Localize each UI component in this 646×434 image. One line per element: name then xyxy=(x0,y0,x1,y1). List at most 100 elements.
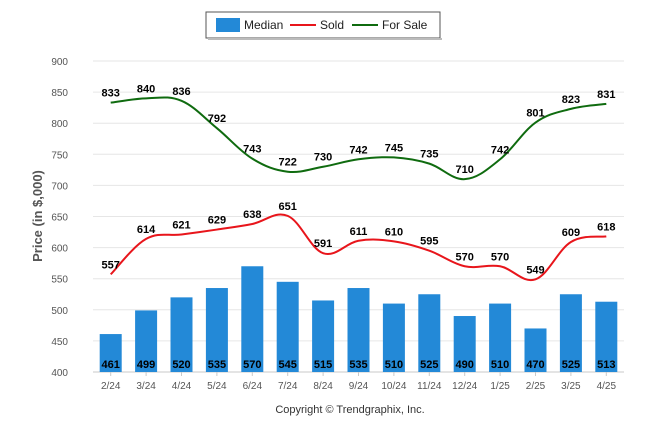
median-bar-label: 520 xyxy=(172,359,190,371)
x-tick-label: 2/25 xyxy=(526,381,546,392)
for-sale-data-label: 801 xyxy=(526,108,544,120)
y-tick-label: 600 xyxy=(51,244,68,255)
series-lines xyxy=(109,96,607,282)
median-bar xyxy=(382,303,405,372)
y-axis-title: Price (in $,000) xyxy=(30,170,45,262)
sold-data-label: 651 xyxy=(279,201,297,213)
y-tick-label: 550 xyxy=(51,275,68,286)
sold-data-label: 609 xyxy=(562,227,580,239)
data-labels: 461 499 520 535 570 545 515 535 510 525 490 510 470 5… xyxy=(102,83,616,371)
median-bar-label: 499 xyxy=(137,359,155,371)
y-tick-label: 450 xyxy=(51,337,68,348)
x-tick-label: 8/24 xyxy=(313,381,333,392)
median-bar xyxy=(489,303,512,372)
legend-label-sold: Sold xyxy=(320,18,344,32)
for-sale-data-label: 710 xyxy=(456,164,474,176)
y-tick-label: 800 xyxy=(51,119,68,130)
sold-data-label: 610 xyxy=(385,226,403,238)
median-bar xyxy=(347,288,370,372)
for-sale-data-label: 823 xyxy=(562,94,580,106)
median-bar xyxy=(453,316,476,372)
y-tick-label: 900 xyxy=(51,57,68,68)
median-bar xyxy=(524,328,547,372)
y-tick-label: 650 xyxy=(51,213,68,224)
sold-data-label: 591 xyxy=(314,238,332,250)
for-sale-data-label: 831 xyxy=(597,89,615,101)
median-bar-label: 470 xyxy=(526,359,544,371)
x-tick-label: 11/24 xyxy=(417,381,442,392)
for-sale-data-label: 742 xyxy=(491,144,509,156)
median-bar-label: 535 xyxy=(349,359,367,371)
median-bar-label: 513 xyxy=(597,359,615,371)
sold-line xyxy=(109,213,607,282)
x-tick-label: 1/25 xyxy=(490,381,510,392)
median-bar-label: 510 xyxy=(491,359,509,371)
x-tick-label: 9/24 xyxy=(349,381,369,392)
median-bar xyxy=(205,288,228,372)
median-bar-label: 570 xyxy=(243,359,261,371)
legend: Median Sold For Sale xyxy=(205,11,442,40)
sold-data-label: 621 xyxy=(172,220,190,232)
median-bar xyxy=(418,294,441,372)
y-tick-label: 750 xyxy=(51,150,68,161)
median-bar-label: 535 xyxy=(208,359,226,371)
x-tick-label: 5/24 xyxy=(207,381,227,392)
median-bar xyxy=(559,294,582,372)
median-bar-label: 545 xyxy=(279,359,297,371)
x-tick-label: 2/24 xyxy=(101,381,121,392)
x-axis-ticks: 2/24 3/24 4/24 5/24 6/24 7/24 8/24 9/24 10/24 11/… xyxy=(101,372,617,392)
median-bar-label: 525 xyxy=(420,359,438,371)
legend-label-median: Median xyxy=(244,18,283,32)
sold-data-label: 557 xyxy=(102,259,120,271)
y-tick-label: 400 xyxy=(51,368,68,379)
sold-data-label: 638 xyxy=(243,209,261,221)
x-tick-label: 3/24 xyxy=(136,381,156,392)
legend-label-for-sale: For Sale xyxy=(382,18,428,32)
for-sale-data-label: 745 xyxy=(385,142,403,154)
for-sale-data-label: 792 xyxy=(208,113,226,125)
x-tick-label: 12/24 xyxy=(452,381,477,392)
sold-data-label: 595 xyxy=(420,236,438,248)
median-bar xyxy=(170,297,193,372)
sold-data-label: 570 xyxy=(491,251,509,263)
sold-data-label: 629 xyxy=(208,215,226,227)
for-sale-data-label: 722 xyxy=(279,157,297,169)
y-tick-label: 500 xyxy=(51,306,68,317)
legend-frame xyxy=(205,11,441,39)
sold-data-label: 570 xyxy=(456,251,474,263)
median-bar xyxy=(276,281,299,372)
for-sale-data-label: 742 xyxy=(349,144,367,156)
median-bar-label: 490 xyxy=(456,359,474,371)
sold-data-label: 618 xyxy=(597,221,615,233)
legend-shadow xyxy=(208,38,442,40)
copyright-footer: Copyright © Trendgraphix, Inc. xyxy=(275,404,424,416)
for-sale-data-label: 735 xyxy=(420,149,438,161)
median-bar xyxy=(241,266,264,372)
median-bar xyxy=(135,310,158,372)
for-sale-data-label: 836 xyxy=(172,86,190,98)
sold-data-label: 611 xyxy=(350,226,368,238)
sold-data-label: 614 xyxy=(137,224,156,236)
y-tick-label: 850 xyxy=(51,88,68,99)
x-tick-label: 6/24 xyxy=(243,381,263,392)
median-bars xyxy=(99,266,618,372)
median-bar xyxy=(595,301,618,372)
y-axis-ticks: 400 450 500 550 600 650 700 750 800 850 900 xyxy=(51,57,68,379)
median-bar xyxy=(312,300,335,372)
y-tick-label: 700 xyxy=(51,181,68,192)
sold-data-label: 549 xyxy=(526,264,544,276)
median-bar-label: 510 xyxy=(385,359,403,371)
median-bar-label: 525 xyxy=(562,359,580,371)
for-sale-data-label: 730 xyxy=(314,152,332,164)
x-tick-label: 4/24 xyxy=(172,381,192,392)
for-sale-line xyxy=(110,96,607,181)
for-sale-data-label: 840 xyxy=(137,83,155,95)
for-sale-data-label: 743 xyxy=(243,144,261,156)
median-bar xyxy=(99,334,122,372)
x-tick-label: 4/25 xyxy=(597,381,617,392)
x-tick-label: 10/24 xyxy=(381,381,406,392)
legend-swatch-median xyxy=(216,18,240,32)
median-bar-label: 461 xyxy=(102,359,120,371)
median-bar-label: 515 xyxy=(314,359,332,371)
